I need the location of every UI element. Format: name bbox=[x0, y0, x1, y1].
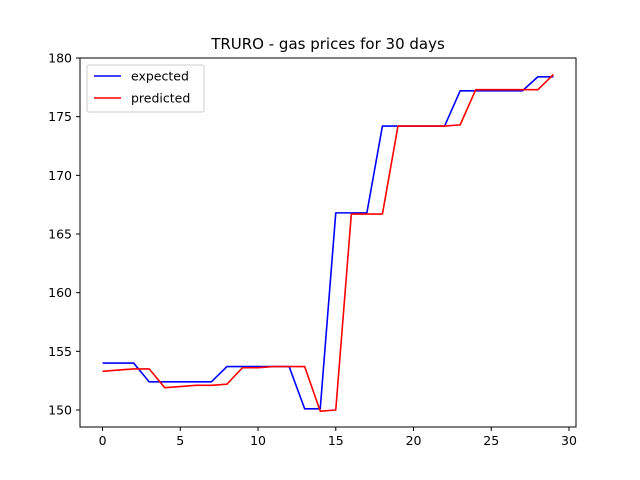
axes-frame bbox=[79, 57, 577, 428]
plot-area bbox=[102, 73, 555, 412]
y-tick-label: 170 bbox=[48, 168, 72, 183]
y-tick-label: 175 bbox=[48, 109, 72, 124]
y-axis: 150 155 160 165 170 175 180 bbox=[48, 51, 80, 417]
y-tick-label: 180 bbox=[48, 51, 72, 66]
y-tick-label: 165 bbox=[48, 226, 72, 241]
y-tick-label: 155 bbox=[48, 344, 72, 359]
x-tick-label: 15 bbox=[328, 433, 344, 448]
x-tick-label: 25 bbox=[483, 433, 499, 448]
series-line-predicted bbox=[102, 73, 555, 412]
series-line-expected bbox=[102, 75, 554, 410]
x-tick-label: 20 bbox=[406, 433, 422, 448]
x-tick-label: 0 bbox=[99, 433, 107, 448]
x-tick-label: 10 bbox=[250, 433, 266, 448]
x-tick-label: 30 bbox=[561, 433, 577, 448]
legend-label-predicted: predicted bbox=[131, 91, 190, 106]
legend: expected predicted bbox=[86, 64, 205, 113]
x-axis: 0 5 10 15 20 25 30 bbox=[99, 427, 577, 448]
y-tick-label: 160 bbox=[48, 285, 72, 300]
legend-label-expected: expected bbox=[131, 69, 189, 84]
y-tick-label: 150 bbox=[48, 402, 72, 417]
x-tick-label: 5 bbox=[176, 433, 184, 448]
chart-title: TRURO - gas prices for 30 days bbox=[210, 35, 445, 53]
